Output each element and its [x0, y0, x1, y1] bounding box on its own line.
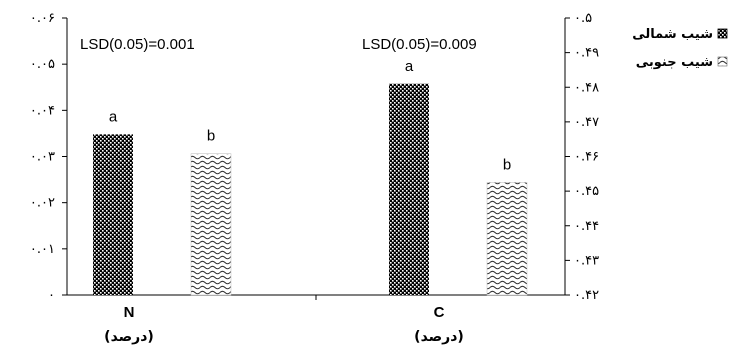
lsd-annotation-c: LSD(0.05)=0.009 — [362, 36, 477, 53]
bars — [93, 83, 528, 296]
left-tick-label: ۰.۰۳ — [30, 150, 55, 165]
right-tick-label: ۰.۴۶ — [574, 150, 599, 165]
legend-label-north: شیب شمالی — [632, 27, 713, 42]
left-tick-label: ۰.۰۱ — [30, 242, 55, 257]
legend-label-south: شیب جنوبی — [636, 55, 713, 70]
left-tick-label: ۰.۰۵ — [30, 57, 55, 72]
right-tick-label: ۰.۴۷ — [574, 115, 599, 130]
right-tick-label: ۰.۴۵ — [574, 184, 599, 199]
significance-letter: b — [207, 128, 215, 145]
significance-letter: b — [503, 156, 511, 173]
legend: شیب شمالی شیب جنوبی — [632, 27, 728, 70]
left-tick-label: ۰.۰۴ — [30, 103, 55, 118]
bar-n-south — [190, 153, 232, 296]
significance-letters: a b a b — [109, 58, 511, 174]
right-tick-label: ۰.۵ — [574, 11, 592, 26]
bar-c-north — [389, 83, 429, 295]
right-tick-label: ۰.۴۳ — [574, 253, 599, 268]
right-tick-label: ۰.۴۲ — [574, 288, 599, 303]
bar-n-north — [93, 134, 133, 295]
category-unit-c: (درصد) — [414, 329, 464, 345]
left-tick-label: ۰.۰۲ — [30, 196, 55, 211]
significance-letter: a — [405, 58, 414, 75]
category-unit-n: (درصد) — [104, 329, 154, 345]
bar-c-south — [486, 182, 528, 296]
right-y-axis-ticks: ۰.۴۲ ۰.۴۳ ۰.۴۴ ۰.۴۵ ۰.۴۶ ۰.۴۷ ۰.۴۸ ۰.۴۹ ۰.۵ — [565, 11, 599, 303]
lsd-annotation-n: LSD(0.05)=0.001 — [80, 36, 195, 53]
right-tick-label: ۰.۴۴ — [574, 219, 599, 234]
left-y-axis-ticks: ۰ ۰.۰۱ ۰.۰۲ ۰.۰۳ ۰.۰۴ ۰.۰۵ ۰.۰۶ — [30, 11, 67, 303]
right-tick-label: ۰.۴۹ — [574, 46, 599, 61]
category-label-c: C — [434, 304, 445, 321]
left-tick-label: ۰ — [48, 288, 55, 303]
significance-letter: a — [109, 108, 118, 125]
right-tick-label: ۰.۴۸ — [574, 80, 599, 95]
legend-swatch-north — [717, 28, 728, 39]
left-tick-label: ۰.۰۶ — [30, 11, 55, 26]
category-label-n: N — [124, 304, 135, 321]
legend-swatch-south — [717, 56, 728, 67]
